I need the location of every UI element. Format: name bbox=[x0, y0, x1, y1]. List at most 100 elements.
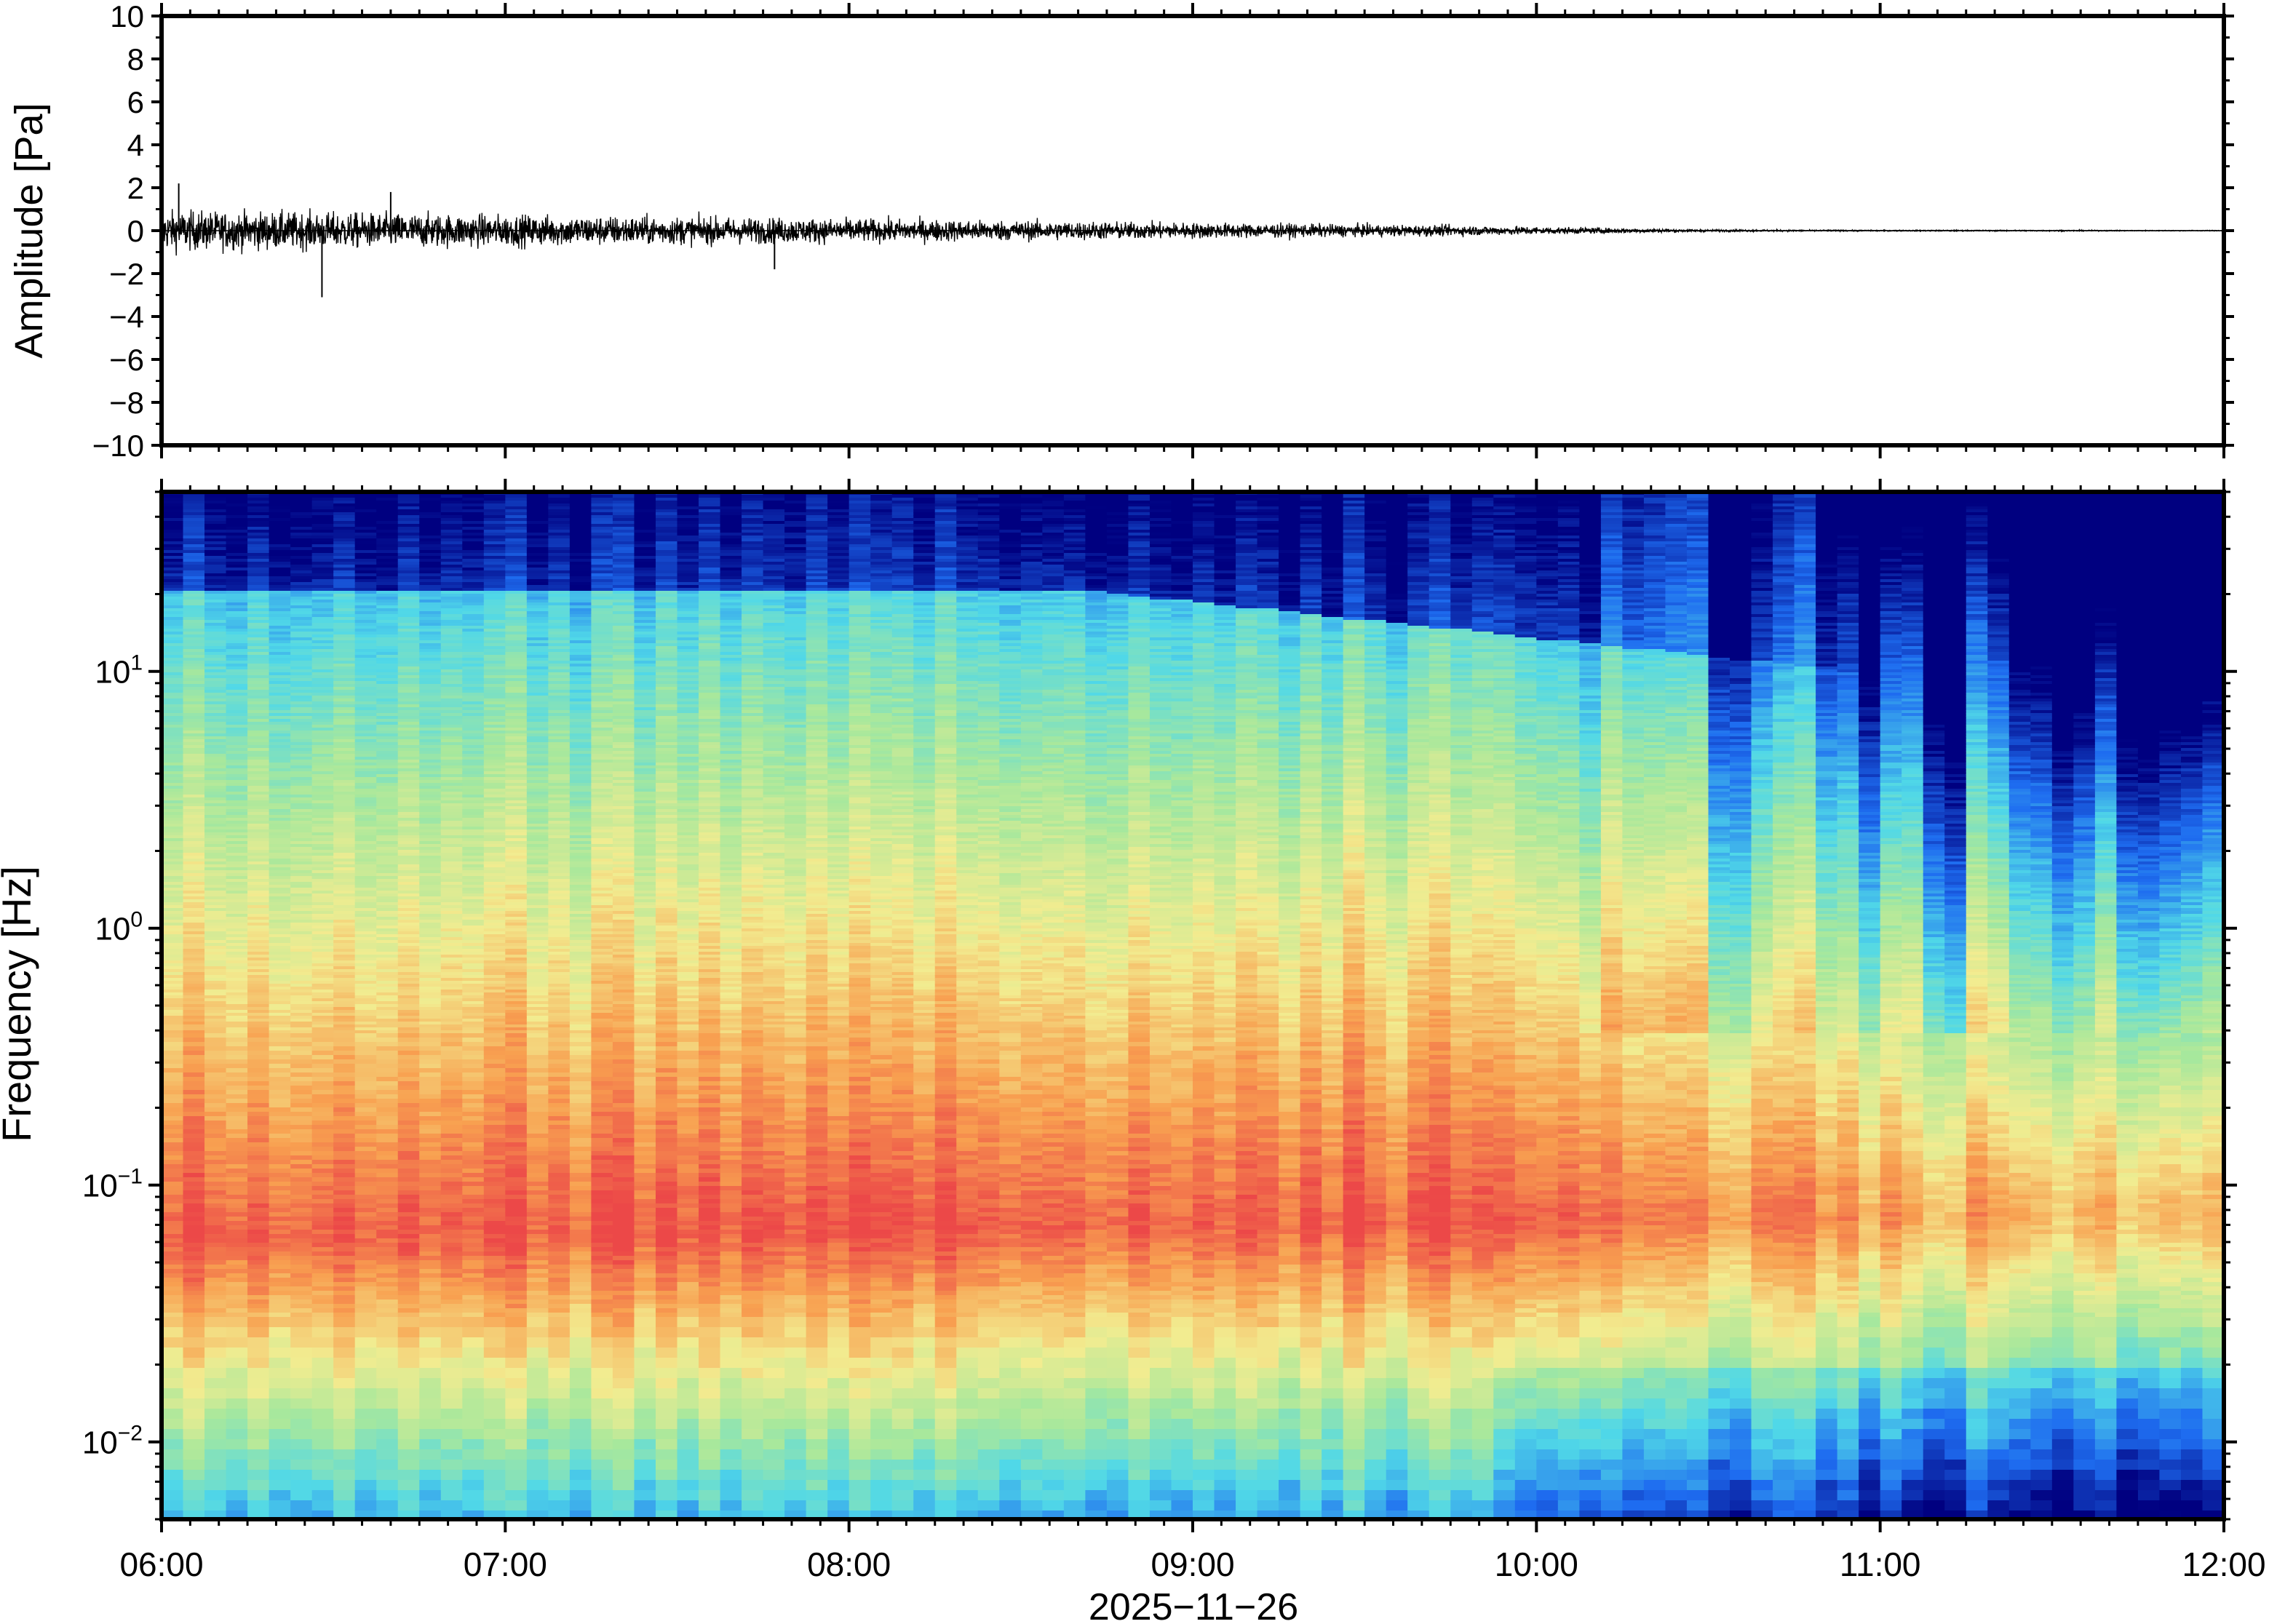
spectrogram-cell bbox=[355, 1186, 377, 1191]
spectrogram-cell bbox=[462, 495, 484, 498]
spectrogram-cell bbox=[312, 1182, 334, 1187]
spectrogram-cell bbox=[247, 966, 269, 970]
spectrogram-cell bbox=[441, 864, 463, 868]
spectrogram-cell bbox=[376, 751, 398, 755]
spectrogram-cell bbox=[462, 835, 484, 839]
spectrogram-cell bbox=[226, 763, 248, 766]
spectrogram-cell bbox=[355, 972, 377, 976]
spectrogram-cell bbox=[484, 614, 506, 618]
spectrogram-cell bbox=[290, 597, 312, 600]
spectrogram-cell bbox=[226, 1142, 248, 1147]
spectrogram-cell bbox=[462, 963, 484, 967]
spectrogram-cell bbox=[355, 797, 377, 801]
spectrogram-cell bbox=[312, 832, 334, 836]
spectrogram-cell bbox=[419, 620, 441, 624]
spectrogram-cell bbox=[376, 503, 398, 507]
spectrogram-cell bbox=[376, 544, 398, 548]
spectrogram-cell bbox=[290, 672, 312, 676]
spectrogram-cell bbox=[376, 515, 398, 519]
spectrogram-cell bbox=[226, 1001, 248, 1005]
spectrogram-cell bbox=[462, 1173, 484, 1178]
spectrogram-cell bbox=[312, 506, 334, 510]
spectrogram-cell bbox=[183, 1081, 205, 1086]
spectrogram-cell bbox=[204, 1398, 226, 1409]
spectrogram-cell bbox=[183, 1103, 205, 1108]
spectrogram-cell bbox=[462, 678, 484, 682]
spectrogram-cell bbox=[441, 792, 463, 795]
spectrogram-cell bbox=[398, 928, 420, 932]
spectrogram-cell bbox=[505, 547, 527, 551]
spectrogram-cell bbox=[290, 920, 312, 923]
spectrogram-cell bbox=[527, 562, 549, 565]
spectrogram-cell bbox=[269, 701, 291, 705]
spectrogram-cell bbox=[333, 629, 355, 632]
spectrogram-cell bbox=[484, 1134, 506, 1139]
spectrogram-cell bbox=[484, 928, 506, 932]
spectrogram-cell bbox=[204, 1269, 226, 1274]
spectrogram-cell bbox=[355, 530, 377, 533]
spectrogram-cell bbox=[376, 597, 398, 600]
spectrogram-cell bbox=[505, 1230, 527, 1235]
spectrogram-cell bbox=[441, 1273, 463, 1278]
spectrogram-cell bbox=[505, 990, 527, 993]
spectrogram-cell bbox=[484, 669, 506, 673]
spectrogram-cell bbox=[226, 1019, 248, 1022]
spectrogram-cell bbox=[376, 652, 398, 656]
spectrogram-cell bbox=[312, 745, 334, 749]
spectrogram-cell bbox=[505, 637, 527, 641]
spectrogram-cell bbox=[419, 600, 441, 603]
spectrogram-cell bbox=[505, 742, 527, 746]
spectrogram-cell bbox=[462, 931, 484, 935]
spectrogram-cell bbox=[376, 1217, 398, 1222]
spectrogram-cell bbox=[527, 620, 549, 624]
spectrogram-cell bbox=[269, 1013, 291, 1016]
spectrogram-cell bbox=[419, 506, 441, 510]
spectrogram-cell bbox=[269, 969, 291, 973]
spectrogram-cell bbox=[398, 562, 420, 565]
spectrogram-cell bbox=[290, 553, 312, 557]
spectrogram-cell bbox=[247, 949, 269, 952]
spectrogram-cell bbox=[441, 1234, 463, 1239]
spectrogram-cell bbox=[462, 1068, 484, 1073]
spectrogram-cell bbox=[290, 664, 312, 667]
spectrogram-cell bbox=[226, 914, 248, 918]
spectrogram-cell bbox=[462, 1059, 484, 1064]
spectrogram-cell bbox=[247, 527, 269, 530]
spectrogram-cell bbox=[462, 1160, 484, 1165]
spectrogram-cell bbox=[226, 1251, 248, 1257]
spectrogram-cell bbox=[355, 800, 377, 804]
spectrogram-cell bbox=[376, 1068, 398, 1073]
spectrogram-cell bbox=[269, 768, 291, 772]
spectrogram-cell bbox=[376, 582, 398, 586]
spectrogram-cell bbox=[312, 672, 334, 676]
spectrogram-cell bbox=[204, 923, 226, 926]
spectrogram-cell bbox=[484, 672, 506, 676]
spectrogram-cell bbox=[376, 661, 398, 664]
spectrogram-cell bbox=[441, 914, 463, 918]
spectrogram-cell bbox=[527, 521, 549, 525]
spectrogram-cell bbox=[505, 780, 527, 784]
spectrogram-cell bbox=[462, 1269, 484, 1274]
spectrogram-cell bbox=[247, 795, 269, 798]
spectrogram-cell bbox=[355, 975, 377, 979]
spectrogram-cell bbox=[226, 1295, 248, 1300]
spectrogram-cell bbox=[505, 856, 527, 859]
spectrogram-cell bbox=[204, 1142, 226, 1147]
spectrogram-cell bbox=[484, 570, 506, 574]
spectrogram-cell bbox=[398, 966, 420, 970]
spectrogram-cell bbox=[484, 763, 506, 766]
spectrogram-cell bbox=[462, 809, 484, 813]
spectrogram-cell bbox=[355, 550, 377, 554]
spectrogram-cell bbox=[398, 1134, 420, 1139]
spectrogram-cell bbox=[162, 713, 183, 717]
spectrogram-cell bbox=[162, 620, 183, 624]
spectrogram-cell bbox=[312, 533, 334, 536]
spectrogram-cell bbox=[183, 1490, 205, 1501]
spectrogram-cell bbox=[398, 1030, 420, 1034]
spectrogram-cell bbox=[269, 1429, 291, 1440]
spectrogram-cell bbox=[355, 1077, 377, 1082]
spectrogram-cell bbox=[183, 637, 205, 641]
spectrogram-cell bbox=[247, 1116, 269, 1121]
spectrogram-cell bbox=[290, 582, 312, 586]
spectrogram-cell bbox=[484, 722, 506, 725]
